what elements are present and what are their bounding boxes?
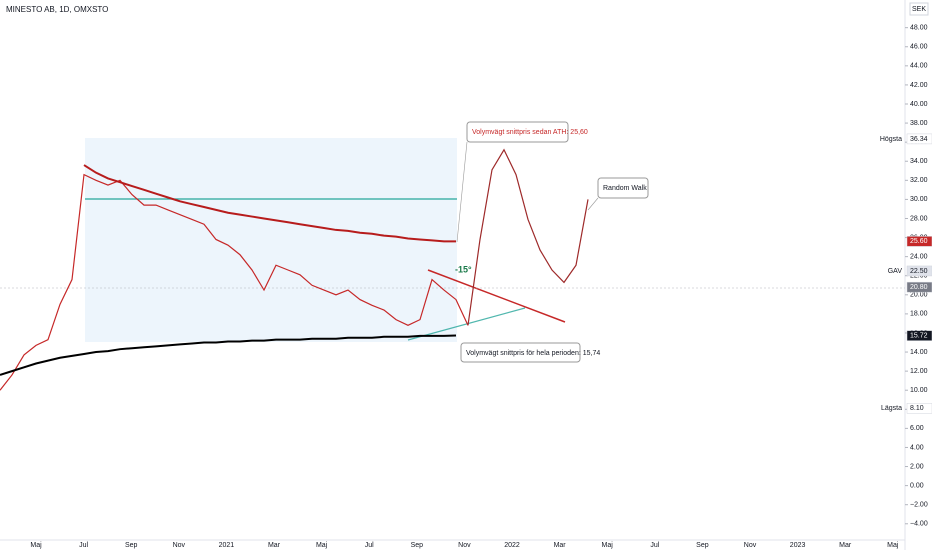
price-badge-label: 20.80: [910, 284, 928, 291]
x-tick-label: Nov: [173, 542, 186, 549]
y-tick-label: 0.00: [910, 482, 924, 489]
price-badge-label: 8.10: [910, 405, 924, 412]
series-line: [83, 164, 456, 243]
price-badge-tag: Lägsta: [881, 405, 902, 412]
price-badge-tag: GAV: [888, 268, 903, 275]
annotation-pointer: [587, 197, 599, 211]
x-tick-label: Jul: [79, 542, 88, 549]
trend-line: [427, 269, 566, 323]
x-tick-label: Maj: [887, 542, 899, 549]
y-tick-label: 48.00: [910, 25, 928, 32]
range-box: [85, 138, 457, 342]
y-tick-label: 32.00: [910, 177, 928, 184]
x-tick-label: Mar: [839, 542, 852, 549]
y-tick-label: 34.00: [910, 158, 928, 165]
y-tick-label: 18.00: [910, 311, 928, 318]
y-tick-label: 30.00: [910, 196, 928, 203]
price-badge: [906, 265, 932, 277]
price-badge: [906, 330, 932, 341]
price-badge: [906, 281, 932, 293]
x-tick-label: Jul: [650, 542, 659, 549]
annotation: Volymvägt snittpris sedan ATH: 25,60: [472, 129, 588, 136]
y-tick-label: 28.00: [910, 215, 928, 222]
price-badge-label: 36.34: [910, 136, 928, 143]
price-badge: [906, 403, 932, 414]
y-tick-label: −2.00: [910, 502, 928, 509]
y-tick-label: 20.00: [910, 292, 928, 299]
x-tick-label: Nov: [458, 542, 471, 549]
chart-title: MINESTO AB, 1D, OMXSTO: [6, 5, 108, 14]
y-tick-label: 4.00: [910, 444, 924, 451]
x-tick-label: Maj: [316, 542, 328, 549]
x-tick-label: Sep: [696, 542, 709, 549]
x-tick-label: Mar: [554, 542, 567, 549]
series-line: [0, 173, 469, 391]
x-tick-label: Maj: [602, 542, 614, 549]
y-tick-label: 46.00: [910, 44, 928, 51]
x-tick-label: Maj: [30, 542, 42, 549]
y-tick-label: 40.00: [910, 101, 928, 108]
annotation: Volymvägt snittpris för hela perioden: 1…: [466, 350, 600, 357]
price-badge-label: 22.50: [910, 268, 928, 275]
y-tick-label: 24.00: [910, 253, 928, 260]
y-tick-label: −4.00: [910, 521, 928, 528]
series-line: [467, 148, 589, 326]
y-tick-label: 44.00: [910, 63, 928, 70]
y-tick-label: 42.00: [910, 82, 928, 89]
currency-box: [909, 2, 929, 16]
annotation: Random Walk: [603, 185, 647, 192]
x-tick-label: Jul: [365, 542, 374, 549]
y-tick-label: 14.00: [910, 349, 928, 356]
y-tick-label: 38.00: [910, 120, 928, 127]
y-tick-label: 12.00: [910, 368, 928, 375]
price-badge-label: 25.60: [910, 238, 928, 245]
price-badge-label: 15.72: [910, 332, 928, 339]
trend-line: [407, 307, 526, 341]
x-tick-label: Sep: [411, 542, 424, 549]
y-tick-label: 10.00: [910, 387, 928, 394]
x-tick-label: 2022: [504, 542, 520, 549]
angle-label: -15°: [455, 264, 472, 274]
price-badge-tag: Högsta: [880, 136, 902, 143]
x-tick-label: 2021: [219, 542, 235, 549]
price-badge: [906, 133, 932, 145]
annotation-box: [597, 177, 649, 199]
annotation-pointer: [456, 141, 468, 243]
x-tick-label: Nov: [744, 542, 757, 549]
annotation-box: [460, 342, 581, 363]
currency: SEK: [912, 6, 926, 13]
x-tick-label: Mar: [268, 542, 281, 549]
y-tick-label: 6.00: [910, 425, 924, 432]
annotation-box: [466, 121, 569, 143]
price-badge: [906, 236, 932, 247]
y-tick-label: 2.00: [910, 463, 924, 470]
x-tick-label: 2023: [790, 542, 806, 549]
series-line: [0, 334, 457, 376]
x-tick-label: Sep: [125, 542, 138, 549]
